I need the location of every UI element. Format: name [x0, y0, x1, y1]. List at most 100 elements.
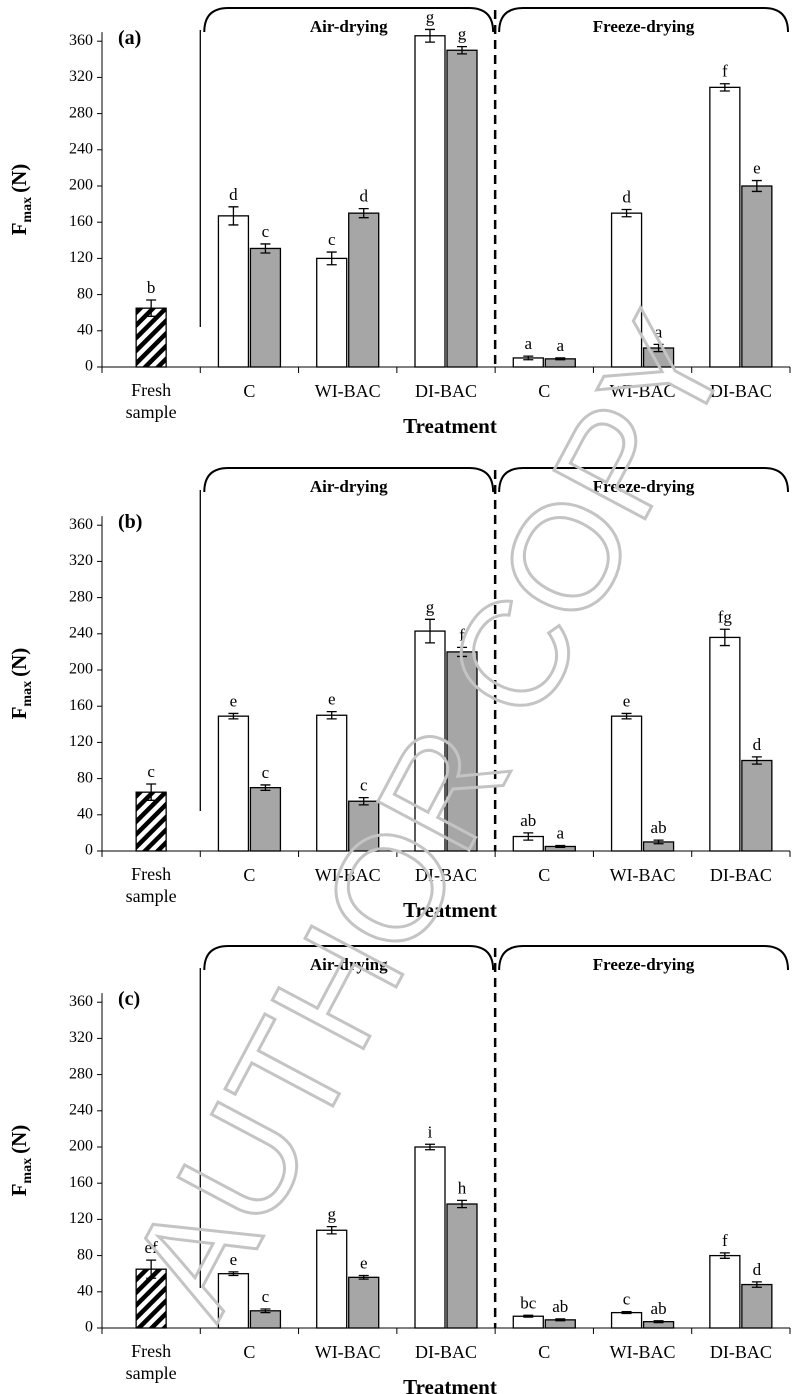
- x-tick-label-box: Fresh sample: [126, 380, 177, 422]
- y-tick-label: 360: [69, 516, 93, 533]
- error-bar: [653, 1320, 664, 1324]
- y-axis-title-part: (N): [7, 648, 31, 677]
- significance-letter: ab: [520, 811, 536, 830]
- group-label: Air-drying: [310, 955, 388, 974]
- error-bar: [719, 628, 730, 647]
- group-label: Air-drying: [310, 17, 388, 36]
- significance-letter: a: [557, 824, 565, 843]
- bar: [610, 1311, 643, 1329]
- significance-letter: a: [557, 336, 565, 355]
- error-bar: [751, 756, 762, 765]
- error-bar: [326, 710, 337, 720]
- error-bar: [146, 299, 157, 317]
- error-bar: [621, 1311, 632, 1315]
- error-bar: [260, 1308, 271, 1314]
- bar: [709, 636, 741, 852]
- bar: [217, 1273, 250, 1329]
- error-bar: [457, 646, 467, 658]
- significance-letter: ef: [145, 1238, 159, 1257]
- error-bar: [146, 783, 157, 801]
- panel-label: (b): [118, 511, 142, 533]
- panel-label: (c): [118, 988, 140, 1010]
- x-tick-label: Fresh sample: [125, 1341, 177, 1383]
- error-bar: [555, 844, 566, 849]
- y-axis-title: Fmax (N): [7, 164, 35, 236]
- y-axis-title-part: max: [20, 197, 35, 223]
- y-tick-label: 280: [69, 104, 93, 121]
- x-tick-label-box: Fresh sample: [125, 1341, 177, 1383]
- x-tick-label: WI-BAC: [610, 381, 676, 401]
- y-tick-label: 120: [69, 249, 93, 266]
- error-bar: [555, 1318, 566, 1322]
- bar: [741, 185, 773, 368]
- error-bar: [228, 1271, 239, 1277]
- error-bar: [719, 83, 730, 92]
- bar: [249, 787, 282, 852]
- significance-letter: i: [428, 1122, 433, 1141]
- significance-letter: e: [328, 690, 336, 709]
- error-bar: [523, 1314, 534, 1318]
- y-tick-label: 80: [77, 1246, 93, 1263]
- y-tick-label: 200: [69, 1138, 93, 1155]
- error-bar: [228, 712, 239, 720]
- y-tick-label: 80: [77, 769, 93, 786]
- bar: [446, 1203, 478, 1329]
- y-axis-title: Fmax (N): [7, 1125, 35, 1197]
- bar: [610, 212, 643, 368]
- x-tick-label: C: [538, 381, 550, 401]
- significance-letter: d: [753, 1260, 762, 1279]
- group-label: Freeze-drying: [593, 955, 695, 974]
- significance-letter: b: [147, 278, 156, 297]
- group-label: Air-drying: [310, 477, 388, 496]
- bar: [249, 247, 282, 368]
- y-axis-title-part: F: [7, 223, 31, 236]
- significance-letter: f: [722, 62, 728, 81]
- significance-letter: e: [623, 691, 631, 710]
- y-axis-title-part: F: [7, 1184, 31, 1197]
- significance-letter: fg: [718, 607, 733, 626]
- group-bracket: [498, 467, 789, 493]
- error-bar: [457, 1199, 467, 1209]
- y-tick-label: 0: [85, 1319, 93, 1336]
- y-tick-label: 240: [69, 1101, 93, 1118]
- y-tick-label: 40: [77, 1282, 93, 1299]
- y-tick-label: 40: [77, 321, 93, 338]
- significance-letter: g: [458, 25, 467, 44]
- error-bar: [326, 1225, 337, 1235]
- y-axis-title: Fmax (N): [7, 648, 35, 720]
- y-tick-label: 160: [69, 1174, 93, 1191]
- y-tick-label: 200: [69, 177, 93, 194]
- y-tick-label: 360: [69, 993, 93, 1010]
- error-bar: [358, 1274, 369, 1280]
- bar: [414, 1146, 446, 1329]
- error-bar: [719, 1252, 730, 1259]
- y-tick-label: 320: [69, 68, 93, 85]
- bar: [741, 1283, 773, 1329]
- x-tick-label: WI-BAC: [315, 865, 381, 885]
- y-axis-title-part: max: [20, 681, 35, 707]
- significance-letter: g: [327, 1205, 336, 1224]
- y-axis-title-part: max: [20, 1158, 35, 1184]
- y-tick-label: 120: [69, 1210, 93, 1227]
- bar: [709, 1254, 741, 1329]
- group-label: Freeze-drying: [593, 17, 695, 36]
- error-bar: [555, 357, 566, 361]
- error-bar: [326, 251, 337, 266]
- y-tick-label: 240: [69, 140, 93, 157]
- bar: [414, 630, 446, 852]
- y-tick-label: 120: [69, 733, 93, 750]
- error-bar: [751, 1281, 762, 1288]
- significance-letter: ab: [651, 818, 667, 837]
- x-axis-title: Treatment: [403, 898, 497, 922]
- x-axis-title: Treatment: [403, 414, 497, 438]
- error-bar: [358, 207, 369, 219]
- bar: [414, 35, 446, 368]
- y-tick-label: 200: [69, 661, 93, 678]
- significance-letter: g: [426, 7, 435, 26]
- x-tick-label: WI-BAC: [610, 865, 676, 885]
- error-bar: [425, 618, 435, 644]
- bar: [512, 1315, 544, 1329]
- y-tick-label: 80: [77, 285, 93, 302]
- error-bar: [621, 208, 632, 218]
- significance-letter: c: [623, 1290, 631, 1309]
